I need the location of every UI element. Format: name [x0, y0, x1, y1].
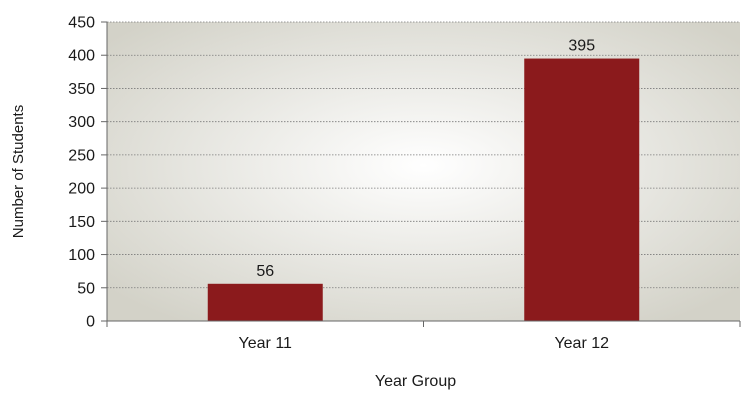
- y-tick-label: 300: [68, 114, 95, 131]
- y-tick-label: 200: [68, 181, 95, 198]
- bar-year-11: [207, 283, 323, 321]
- y-tick-label: 450: [68, 15, 95, 32]
- bars: [207, 58, 640, 322]
- y-tick-label: 400: [68, 48, 95, 65]
- x-tick-label: Year 12: [554, 335, 609, 352]
- y-tick-label: 350: [68, 81, 95, 98]
- gridlines: [107, 21, 740, 289]
- x-tick-label: Year 11: [239, 335, 292, 352]
- data-labels: 56 395: [256, 38, 595, 280]
- data-label: 56: [256, 263, 274, 280]
- y-axis-title: Number of Students: [10, 105, 27, 238]
- axes: [101, 21, 741, 327]
- y-tick-label: 50: [77, 280, 95, 297]
- x-axis-title: Year Group: [375, 373, 456, 390]
- y-tick-label: 100: [68, 247, 95, 264]
- tick-labels: 0 50 100 150 200 250 300 350 400 450 Year 11 Year 1…: [68, 15, 609, 353]
- plot-area: [107, 22, 740, 321]
- y-tick-label: 0: [86, 314, 95, 331]
- y-tick-label: 150: [68, 214, 95, 231]
- bar-year-12: [524, 58, 640, 322]
- data-label: 395: [568, 38, 595, 55]
- y-tick-label: 250: [68, 147, 95, 164]
